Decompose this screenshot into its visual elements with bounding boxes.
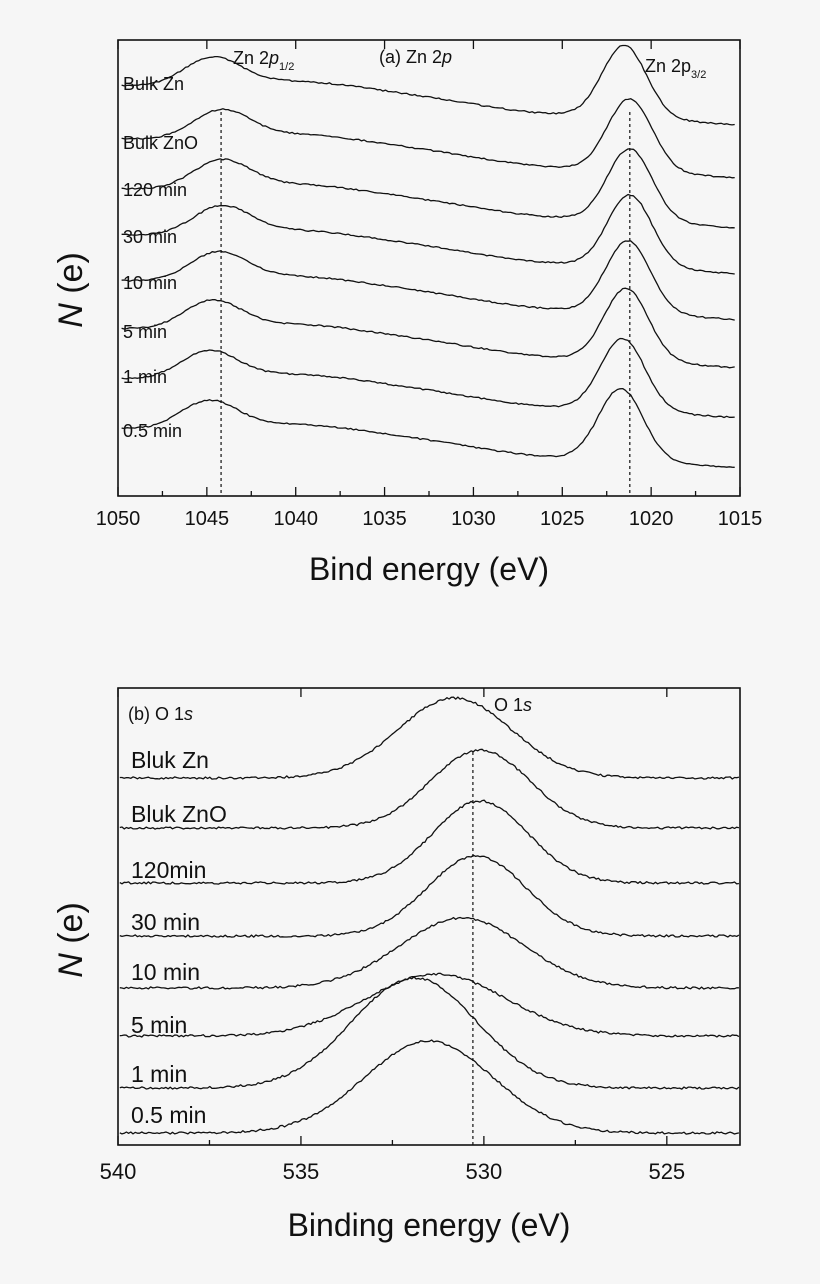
panel-b-series-labels: Bluk Zn Bluk ZnO 120min 30 min 10 min 5 min 1 … <box>131 747 227 1128</box>
x-tick-label: 535 <box>283 1159 320 1184</box>
panel-b-frame <box>117 687 741 1146</box>
series-label: 120 min <box>123 180 187 200</box>
panel-a-spectra <box>121 44 735 468</box>
x-tick-label: 530 <box>466 1159 503 1184</box>
spectrum-curve <box>119 916 739 990</box>
series-label: 1 min <box>131 1061 187 1087</box>
panel-b-x-ticks: 540 535 530 525 <box>100 688 685 1184</box>
series-label: 10 min <box>131 959 200 985</box>
panel-b-title: (b) O 1s <box>128 704 193 724</box>
spectrum-curve <box>121 240 735 321</box>
spectrum-curve <box>121 337 735 419</box>
series-label: Bluk Zn <box>131 747 209 773</box>
panel-a-series-labels: Bulk Zn Bulk ZnO 120 min 30 min 10 min 5 min 1… <box>123 74 198 441</box>
spectrum-curve <box>121 148 735 229</box>
x-tick-label: 1030 <box>451 508 496 530</box>
panel-b-spectra <box>119 696 740 1135</box>
panel-a-x-axis-label: Bind energy (eV) <box>309 551 549 587</box>
spectrum-curve <box>119 854 740 938</box>
panel-a-frame <box>117 39 741 497</box>
spectrum-curve <box>119 799 740 885</box>
series-label: Bulk ZnO <box>123 133 198 153</box>
series-label: 5 min <box>123 322 167 342</box>
x-tick-label: 1035 <box>362 508 407 530</box>
spectrum-curve <box>121 44 735 126</box>
panel-b: 540 535 530 525 Bluk Zn Bluk ZnO 120min 30 min… <box>52 687 741 1243</box>
spectrum-curve <box>121 98 735 179</box>
series-label: Bluk ZnO <box>131 801 227 827</box>
panel-a: 1050 1045 1040 1035 1030 1025 1020 1015 Bulk Zn… <box>52 39 763 587</box>
series-label: 10 min <box>123 273 177 293</box>
x-tick-label: 1020 <box>629 508 674 530</box>
spectrum-curve <box>119 1039 740 1135</box>
x-tick-label: 1025 <box>540 508 585 530</box>
panel-a-title: (a) Zn 2p <box>379 47 452 67</box>
panel-a-x-ticks: 1050 1045 1040 1035 1030 1025 1020 1015 <box>96 40 763 530</box>
series-label: 0.5 min <box>123 421 182 441</box>
x-tick-label: 525 <box>648 1159 685 1184</box>
spectrum-curve <box>121 287 735 369</box>
panel-b-x-axis-label: Binding energy (eV) <box>288 1207 571 1243</box>
zn-2p32-annotation: Zn 2p3/2 <box>645 56 706 81</box>
spectrum-curve <box>121 387 735 468</box>
spectrum-curve <box>119 696 740 780</box>
zn-2p12-annotation: Zn 2p1/2 <box>233 48 294 73</box>
series-label: 5 min <box>131 1012 187 1038</box>
series-label: 0.5 min <box>131 1102 206 1128</box>
series-label: 1 min <box>123 367 167 387</box>
o-1s-annotation: O 1s <box>494 695 532 715</box>
x-tick-label: 1045 <box>185 508 230 530</box>
x-tick-label: 1040 <box>273 508 318 530</box>
panel-a-dashed-guides <box>220 112 631 496</box>
spectrum-curve <box>119 976 740 1090</box>
x-tick-label: 1015 <box>718 508 763 530</box>
panel-b-y-axis-label: N (e) <box>52 902 90 978</box>
series-label: 30 min <box>123 227 177 247</box>
series-label: 120min <box>131 857 206 883</box>
spectrum-curve <box>121 193 735 275</box>
x-tick-label: 540 <box>100 1159 137 1184</box>
spectrum-curve <box>119 748 740 830</box>
spectrum-curve <box>119 972 740 1038</box>
x-tick-label: 1050 <box>96 508 141 530</box>
series-label: 30 min <box>131 909 200 935</box>
series-label: Bulk Zn <box>123 74 184 94</box>
panel-a-y-axis-label: N (e) <box>52 252 90 328</box>
